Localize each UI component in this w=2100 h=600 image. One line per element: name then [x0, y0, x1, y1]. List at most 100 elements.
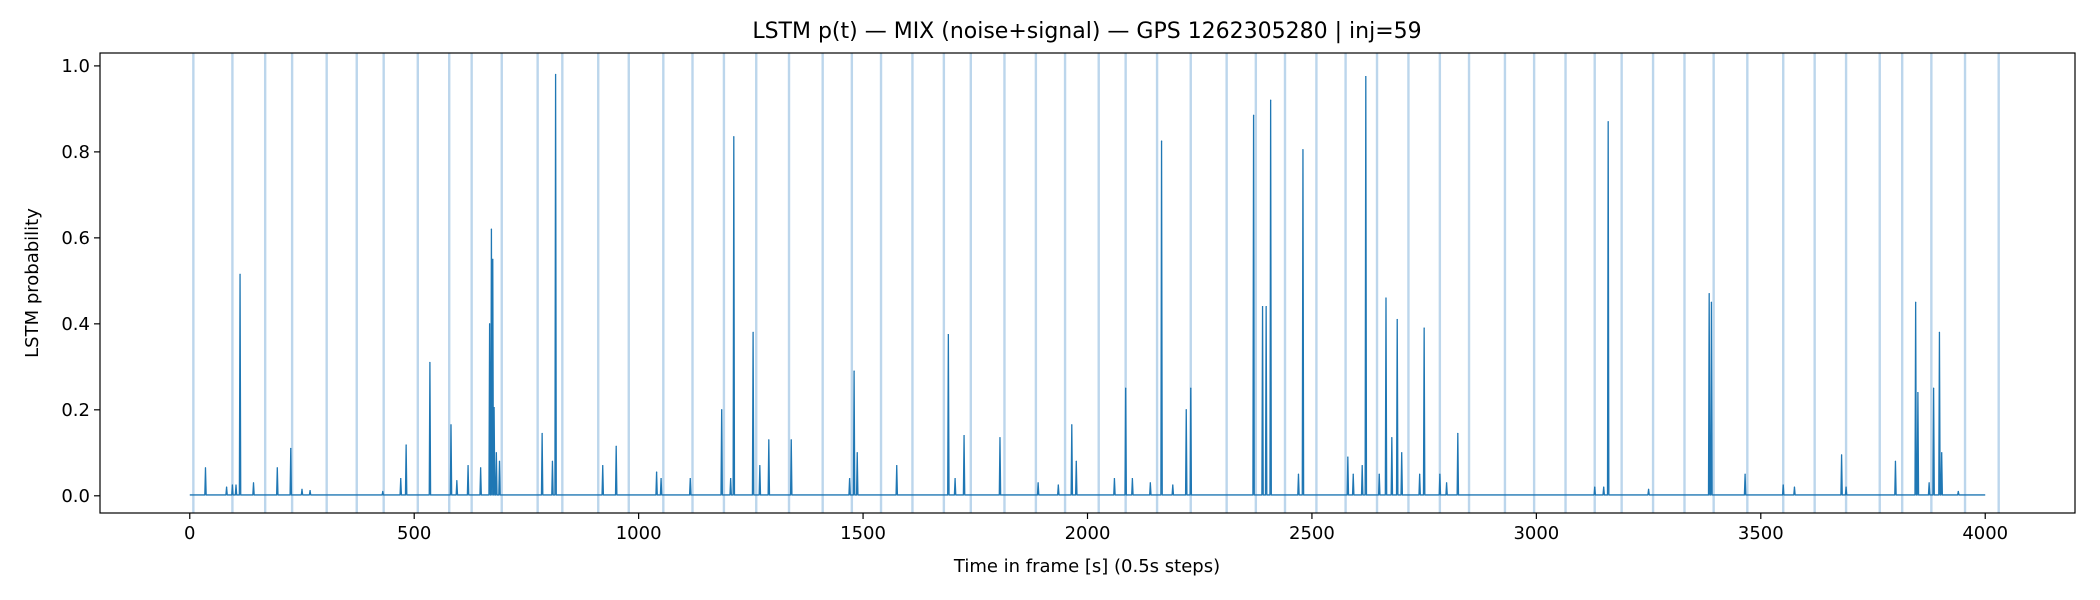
peak-point — [1917, 392, 1919, 394]
peak-point — [541, 432, 543, 435]
peak-point — [1113, 478, 1116, 480]
peak-point — [1928, 482, 1930, 484]
peak-point — [1401, 452, 1403, 454]
peak-point — [1302, 149, 1304, 151]
peak-point — [1131, 478, 1133, 480]
peak-point — [495, 452, 497, 454]
y-tick-label: 0.6 — [61, 228, 90, 249]
peak-point — [382, 490, 384, 493]
peak-point — [456, 480, 458, 482]
peak-point — [400, 478, 402, 480]
peak-point — [1744, 473, 1746, 475]
peak-point — [730, 478, 732, 480]
peak-point — [1894, 460, 1897, 463]
chart-title: LSTM p(t) — MIX (noise+signal) — GPS 126… — [752, 19, 1421, 44]
peak-point — [615, 445, 617, 447]
peak-point — [467, 465, 469, 467]
peak-point — [1938, 331, 1941, 334]
peak-point — [660, 478, 662, 480]
peak-point — [1941, 452, 1943, 454]
peak-point — [1385, 297, 1387, 299]
series-line — [189, 73, 1986, 496]
peak-point — [450, 424, 452, 426]
peak-point — [1071, 424, 1073, 426]
peak-point — [790, 439, 792, 441]
probability-series — [189, 73, 1986, 496]
peak-point — [856, 452, 858, 454]
peak-point — [1057, 484, 1059, 486]
peak-point — [551, 460, 554, 463]
injection-markers — [192, 53, 2000, 513]
peak-point — [1037, 482, 1039, 484]
peak-point — [1845, 486, 1847, 488]
peak-point — [1391, 437, 1393, 439]
peak-point — [1423, 327, 1425, 329]
peak-point — [1361, 465, 1363, 467]
peak-point — [1445, 482, 1448, 484]
peak-point — [1352, 473, 1354, 475]
peak-point — [1190, 387, 1192, 389]
peak-point — [602, 465, 604, 467]
peak-point — [721, 409, 723, 411]
peak-point — [1419, 473, 1421, 475]
x-tick-label: 0 — [184, 523, 195, 544]
peak-point — [655, 471, 658, 473]
peak-point — [1396, 318, 1398, 321]
peak-point — [1297, 473, 1300, 475]
peak-point — [689, 478, 691, 480]
peak-point — [492, 258, 494, 260]
y-tick-label: 0.8 — [61, 142, 90, 163]
peak-point — [276, 467, 278, 469]
peak-point — [555, 73, 557, 76]
peak-point — [301, 488, 303, 490]
peak-point — [1347, 456, 1349, 458]
peak-point — [498, 460, 501, 463]
y-axis-ticks: 0.0 0.2 0.4 0.6 0.8 1.0 — [61, 56, 100, 507]
peak-point — [1075, 460, 1077, 463]
peak-point — [896, 465, 898, 467]
peak-point — [1647, 488, 1650, 490]
y-tick-label: 0.0 — [61, 486, 90, 507]
peak-point — [290, 447, 292, 450]
peak-point — [733, 136, 735, 138]
peak-point — [963, 435, 965, 437]
peak-point — [1252, 114, 1255, 116]
y-axis-label: LSTM probability — [22, 208, 43, 358]
peak-point — [252, 482, 255, 484]
peak-point — [225, 486, 228, 488]
peak-point — [1710, 301, 1713, 303]
peak-point — [1378, 473, 1380, 475]
peak-point — [1957, 490, 1959, 493]
peak-point — [1172, 484, 1174, 486]
x-tick-label: 3500 — [1738, 523, 1784, 544]
peak-point — [489, 323, 491, 325]
peak-point — [759, 465, 761, 467]
peak-point — [999, 437, 1001, 439]
x-tick-label: 2500 — [1289, 523, 1335, 544]
peak-point — [1457, 432, 1459, 435]
y-tick-label: 1.0 — [61, 56, 90, 77]
y-tick-label: 0.4 — [61, 314, 90, 335]
peak-point — [1708, 293, 1710, 295]
peak-point — [947, 333, 949, 336]
peak-point — [768, 439, 770, 441]
peak-point — [1439, 473, 1441, 475]
peak-point — [1149, 482, 1151, 484]
x-tick-label: 500 — [397, 523, 431, 544]
y-tick-label: 0.2 — [61, 400, 90, 421]
peak-point — [1782, 484, 1784, 486]
peak-point — [239, 273, 241, 275]
peak-point — [480, 467, 482, 469]
x-axis-ticks: 0 500 1000 1500 2000 2500 3000 3500 4000 — [184, 513, 2008, 544]
peak-point — [853, 370, 855, 372]
peak-point — [752, 331, 754, 334]
peak-point — [849, 478, 851, 480]
peak-point — [1793, 486, 1796, 488]
peak-point — [1594, 486, 1596, 488]
x-tick-label: 4000 — [1962, 523, 2008, 544]
x-tick-label: 2000 — [1065, 523, 1111, 544]
peak-point — [493, 407, 495, 409]
peak-point — [1607, 121, 1609, 123]
peak-point — [309, 490, 311, 492]
peak-point — [231, 484, 234, 486]
